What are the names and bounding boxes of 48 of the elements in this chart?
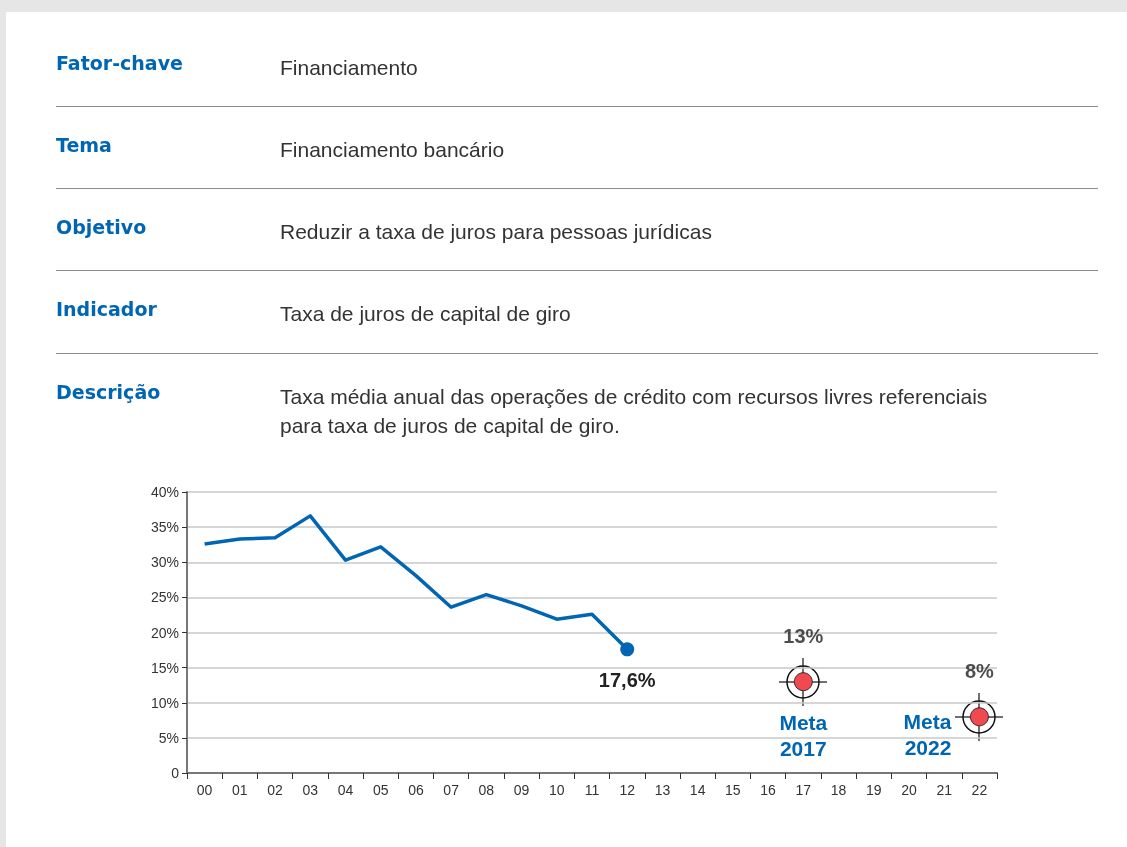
y-tick-label: 20% (150, 624, 179, 641)
x-tick-label: 05 (372, 782, 389, 798)
y-tick-label: 15% (150, 659, 179, 676)
text: Taxa média anual das operações de crédito com recursos livres referenciais para taxa de juros de capital de giro. (280, 384, 989, 439)
text: Financiamento bancário (280, 137, 506, 163)
category-label: Indicador (56, 298, 157, 320)
x-tick-label: 20 (901, 782, 917, 798)
x-tick-label: 01 (232, 782, 248, 798)
x-tick-label: 06 (408, 782, 424, 798)
x-tick-label: 09 (513, 782, 530, 798)
text: Taxa de juros de capital de giro (280, 301, 572, 327)
y-tick-label: 30% (150, 554, 179, 571)
category-label: Descrição (56, 381, 161, 403)
x-tick-label: 04 (337, 782, 354, 798)
point (620, 642, 635, 657)
x-tick-label: 08 (478, 782, 495, 798)
data-label: 13% (783, 625, 824, 648)
x-tick-label: 15 (725, 782, 741, 798)
x-tick-label: 19 (865, 782, 882, 798)
x-tick-label: 22 (971, 782, 988, 798)
annotation: Meta 2022 (903, 710, 952, 760)
x-tick-label: 18 (830, 782, 847, 798)
y-tick-label: 5% (158, 729, 179, 746)
x-tick-label: 14 (689, 782, 706, 798)
x-tick-label: 13 (654, 782, 671, 798)
y-tick-label: 35% (150, 519, 179, 536)
x-tick-label: 17 (795, 782, 812, 798)
y-tick-label: 10% (150, 694, 179, 711)
text: Financiamento (280, 55, 419, 81)
x-tick-label: 16 (760, 782, 777, 798)
data-label: 17,6% (598, 669, 656, 692)
x-tick-label: 21 (936, 782, 953, 798)
category-label: Tema (56, 134, 112, 156)
text: Reduzir a taxa de juros para pessoas jurídicas (280, 219, 713, 245)
x-tick-label: 00 (196, 782, 213, 798)
y-tick-label: 25% (150, 589, 179, 606)
y-tick-label: 40% (150, 484, 179, 500)
x-tick-label: 12 (619, 782, 636, 798)
x-tick-label: 02 (267, 782, 284, 798)
x-tick-label: 03 (302, 782, 319, 798)
annotation: Meta 2017 (779, 711, 828, 761)
category-label: Fator-chave (56, 52, 183, 74)
y-tick-label: 0 (171, 765, 180, 781)
data-label: 8% (964, 660, 995, 683)
x-tick-label: 10 (548, 782, 565, 798)
category-label: Objetivo (56, 216, 147, 238)
x-tick-label: 11 (584, 782, 600, 798)
x-tick-label: 07 (443, 782, 460, 798)
